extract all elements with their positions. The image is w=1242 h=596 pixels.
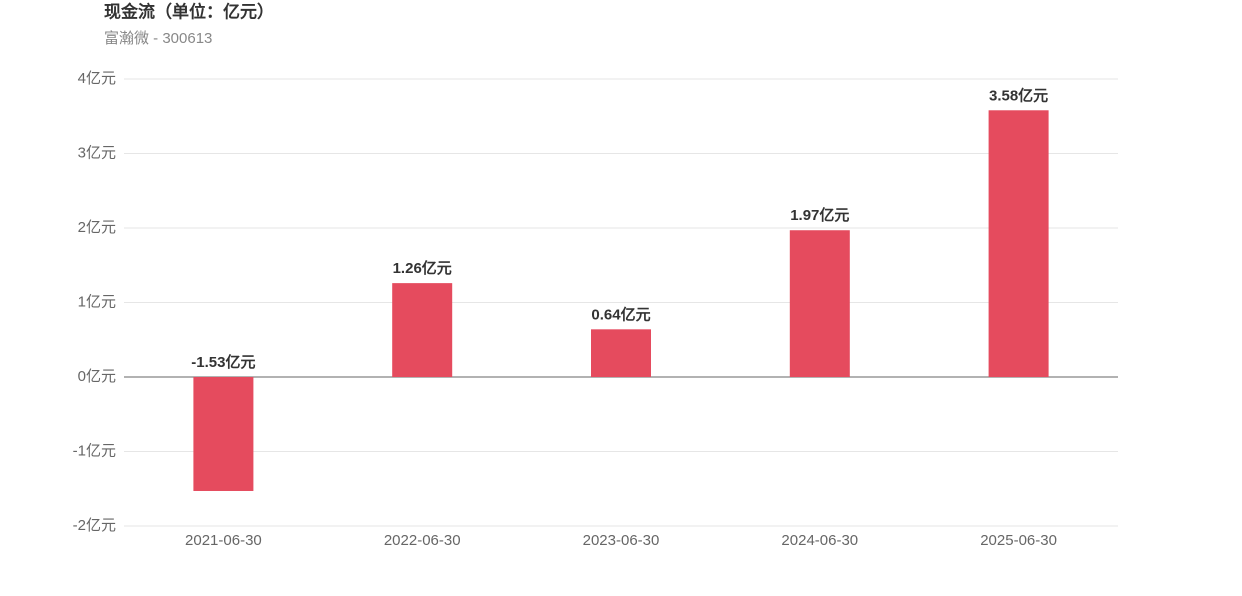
bar — [988, 110, 1049, 377]
chart-title: 现金流（单位：亿元） — [104, 1, 274, 21]
chart-subtitle: 富瀚微 - 300613 — [104, 29, 212, 47]
y-tick-label: 2亿元 — [78, 219, 116, 236]
bar — [591, 329, 651, 377]
x-tick-label: 2022-06-30 — [384, 532, 461, 549]
value-label: 1.97亿元 — [790, 206, 849, 224]
y-tick-label: -2亿元 — [73, 517, 116, 534]
bar — [789, 230, 850, 377]
x-tick-label: 2021-06-30 — [185, 532, 262, 549]
y-tick-label: -1亿元 — [73, 442, 116, 459]
y-tick-label: 4亿元 — [78, 70, 116, 87]
y-tick-label: 1亿元 — [78, 293, 116, 310]
bar — [392, 283, 453, 377]
y-tick-label: 3亿元 — [78, 144, 116, 161]
x-tick-label: 2024-06-30 — [781, 532, 858, 549]
x-tick-label: 2025-06-30 — [980, 532, 1057, 549]
value-label: 0.64亿元 — [591, 305, 650, 323]
value-label: 3.58亿元 — [989, 86, 1048, 104]
bar — [193, 377, 254, 491]
value-label: -1.53亿元 — [191, 353, 255, 371]
value-label: 1.26亿元 — [393, 259, 452, 277]
x-tick-label: 2023-06-30 — [583, 532, 660, 549]
y-tick-label: 0亿元 — [78, 368, 116, 385]
